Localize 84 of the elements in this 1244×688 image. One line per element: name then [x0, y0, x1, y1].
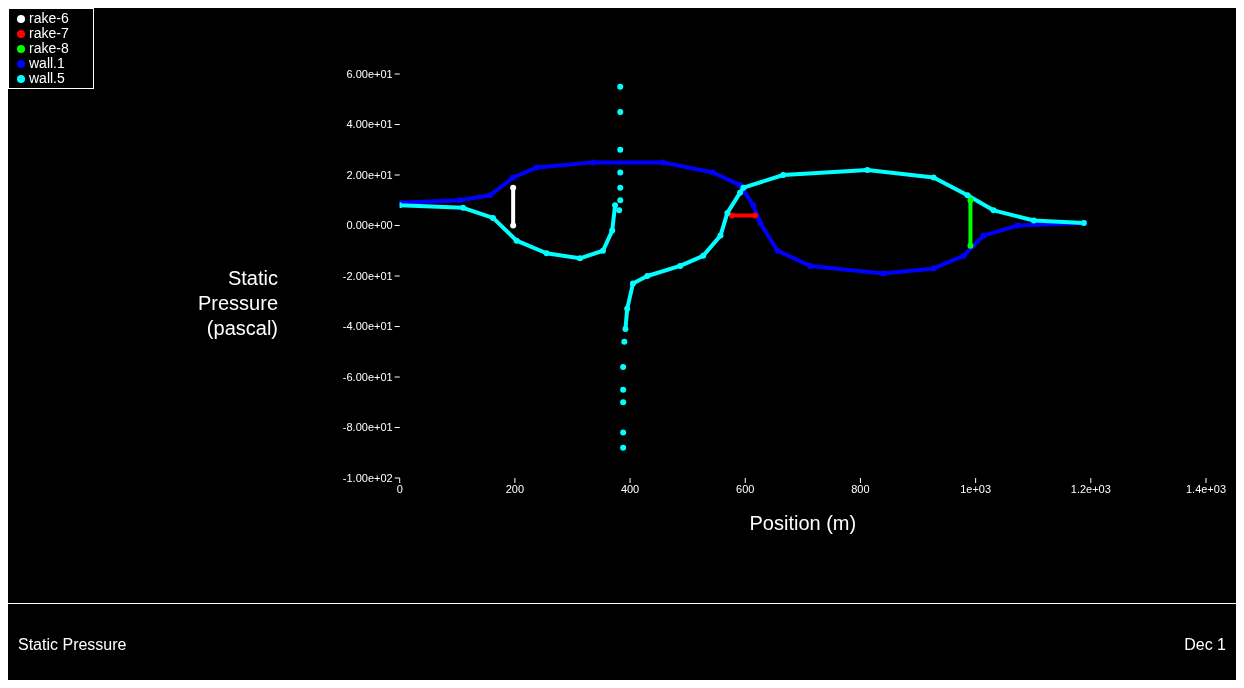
point: [1030, 217, 1037, 224]
point: [456, 197, 463, 204]
point: [489, 214, 496, 221]
point: [724, 209, 731, 216]
point: [590, 159, 597, 166]
point: [533, 164, 540, 171]
point: [487, 192, 494, 199]
point: [510, 184, 517, 191]
point: [620, 386, 627, 393]
point: [677, 262, 684, 269]
point: [460, 204, 467, 211]
point: [513, 237, 520, 244]
point: [659, 159, 666, 166]
point: [620, 399, 627, 406]
y-tick-label: -2.00e+01: [342, 269, 393, 282]
point: [620, 363, 627, 370]
x-axis-title: Position (m): [749, 512, 857, 534]
text: Static Pressure: [18, 636, 127, 654]
legend-label: rake-6: [29, 10, 69, 26]
y-tick-label: 6.00e+01: [346, 67, 393, 80]
point: [644, 273, 651, 279]
point: [757, 219, 764, 226]
point: [624, 305, 631, 312]
y-tick-label: -6.00e+01: [342, 370, 393, 383]
point: [960, 252, 967, 259]
legend-label: rake-7: [29, 25, 69, 41]
point: [621, 338, 628, 345]
x-tick-label: 1e+03: [960, 482, 992, 495]
legend-label: wall.1: [29, 55, 65, 71]
point: [510, 174, 517, 181]
point: [967, 242, 974, 249]
x-tick-label: 600: [736, 482, 755, 495]
legend-label: wall.5: [29, 70, 65, 86]
point: [622, 326, 629, 333]
point: [609, 227, 616, 234]
x-tick-label: 800: [851, 482, 870, 495]
point: [617, 197, 624, 204]
point: [750, 202, 757, 209]
x-tick-label: 0: [396, 482, 403, 495]
point: [629, 280, 636, 287]
point: [774, 247, 781, 254]
point: [930, 265, 937, 272]
point: [990, 207, 997, 214]
point: [967, 197, 974, 204]
point: [1014, 222, 1021, 229]
point: [880, 270, 887, 277]
point: [576, 255, 583, 262]
x-tick-label: 1.2e+03: [1070, 482, 1111, 495]
text: Dec 1: [1184, 636, 1226, 654]
point: [752, 212, 759, 219]
x-tick-label: 400: [620, 482, 640, 495]
point: [710, 169, 716, 176]
y-tick-label: 4.00e+01: [346, 118, 393, 131]
y-axis-title: Static Pressure (pascal): [196, 266, 278, 341]
point: [543, 250, 550, 257]
point: [620, 444, 627, 451]
point: [617, 169, 624, 176]
point: [807, 262, 814, 269]
point: [617, 108, 624, 115]
point: [717, 232, 724, 239]
y-tick-label: -4.00e+01: [342, 320, 393, 333]
y-tick-label: -1.00e+02: [342, 471, 393, 484]
point: [510, 222, 517, 229]
point: [620, 429, 627, 436]
point: [729, 212, 735, 219]
point: [617, 184, 624, 191]
point: [700, 252, 707, 259]
point: [617, 83, 624, 90]
point: [780, 172, 787, 178]
point: [612, 202, 619, 209]
point: [617, 146, 624, 153]
y-tick-label: 2.00e+01: [346, 168, 393, 181]
point: [930, 174, 937, 181]
point: [964, 192, 971, 199]
point: [599, 247, 606, 254]
y-tick-label: -8.00e+01: [342, 421, 393, 434]
point: [616, 207, 623, 214]
legend-label: rake-8: [29, 40, 69, 56]
point: [980, 232, 987, 239]
x-tick-label: 1.4e+03: [1185, 482, 1227, 495]
x-tick-label: 200: [505, 482, 525, 495]
point: [864, 166, 871, 173]
y-tick-label: 0.00e+00: [346, 219, 393, 232]
point: [737, 189, 744, 196]
